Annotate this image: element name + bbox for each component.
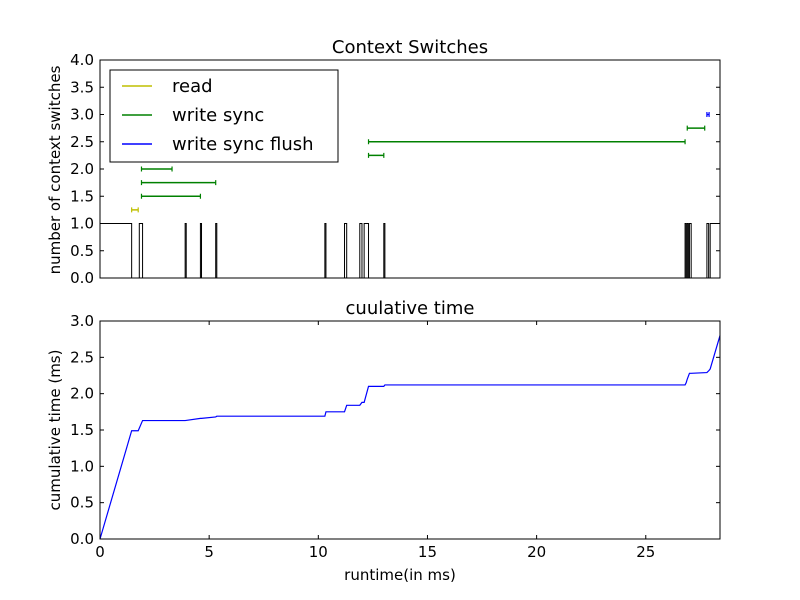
legend: read write sync write sync flush <box>109 69 339 163</box>
y-tick-label: 3.0 <box>70 312 94 330</box>
top-y-axis-label: number of context switches <box>46 65 64 274</box>
y-tick-label: 1.0 <box>70 457 94 475</box>
bottom-plot-frame <box>99 320 721 540</box>
cumulative-time-plot: cuulative time cumulative time (ms) runt… <box>46 298 721 584</box>
bottom-axis-ticks: 0.0 0.5 1.0 1.5 2.0 2.5 3.0 0 5 10 15 20 25 <box>70 312 720 561</box>
y-tick-label: 3.0 <box>70 106 94 124</box>
top-chart-title: Context Switches <box>332 37 488 58</box>
y-tick-label: 0.5 <box>70 242 94 260</box>
top-plot-data <box>100 112 720 279</box>
y-tick-label: 1.5 <box>70 421 94 439</box>
y-tick-label: 4.0 <box>70 51 94 69</box>
legend-label-read: read <box>172 76 213 97</box>
y-tick-label: 2.0 <box>70 160 94 178</box>
legend-label-write-sync-flush: write sync flush <box>172 134 314 155</box>
context-switch-step-line <box>100 223 720 279</box>
y-tick-label: 0.0 <box>70 269 94 287</box>
bottom-x-axis-label: runtime(in ms) <box>344 566 456 584</box>
x-tick-label: 0 <box>95 543 105 561</box>
y-tick-label: 1.0 <box>70 215 94 233</box>
bottom-y-axis-label: cumulative time (ms) <box>46 350 64 511</box>
x-tick-label: 20 <box>527 543 546 561</box>
y-tick-label: 3.5 <box>70 78 94 96</box>
top-axis-ticks: 0.0 0.5 1.0 1.5 2.0 2.5 3.0 3.5 4.0 <box>70 51 720 287</box>
x-tick-label: 15 <box>418 543 437 561</box>
x-tick-label: 5 <box>204 543 214 561</box>
cumulative-time-line <box>99 335 721 540</box>
y-tick-label: 1.5 <box>70 187 94 205</box>
top-plot-frame <box>99 59 721 279</box>
x-tick-label: 10 <box>309 543 328 561</box>
bottom-chart-title: cuulative time <box>346 298 475 319</box>
y-tick-label: 0.0 <box>70 530 94 548</box>
y-tick-label: 0.5 <box>70 494 94 512</box>
y-tick-label: 2.5 <box>70 348 94 366</box>
y-tick-label: 2.5 <box>70 133 94 151</box>
x-tick-label: 25 <box>636 543 655 561</box>
legend-label-write-sync: write sync <box>172 105 264 126</box>
y-tick-label: 2.0 <box>70 385 94 403</box>
bottom-plot-data <box>99 335 721 540</box>
context-switches-plot: Context Switches number of context switc… <box>46 37 721 287</box>
